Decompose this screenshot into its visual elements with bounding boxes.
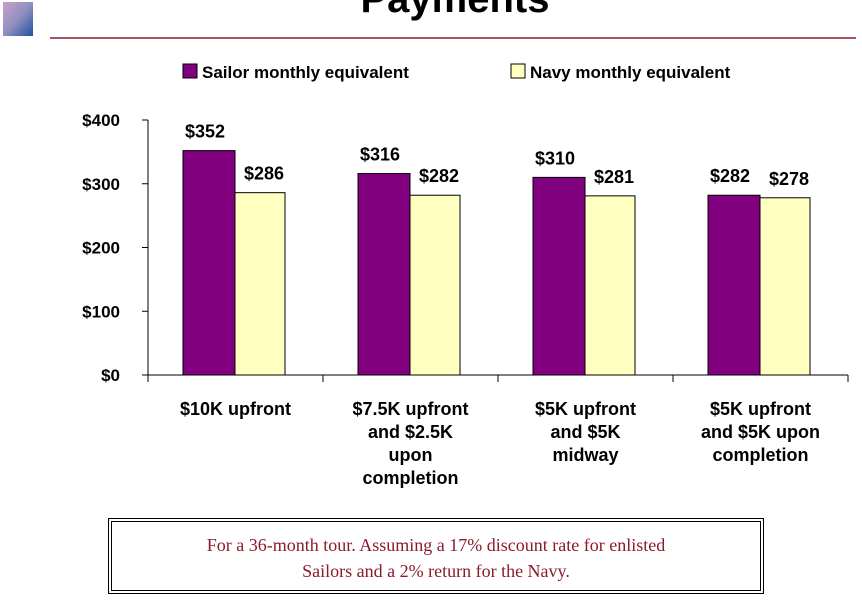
- bar: [584, 195, 636, 376]
- bar: [409, 194, 461, 376]
- chart-title: Payments: [361, 0, 550, 21]
- legend-swatch: [182, 63, 198, 79]
- value-label: $352: [185, 122, 225, 142]
- x-tick-label: $10K upfront: [179, 399, 291, 419]
- value-label: $316: [360, 145, 400, 165]
- bar: [707, 194, 761, 376]
- slide-icon: [3, 2, 33, 36]
- y-tick-label: $400: [82, 111, 120, 130]
- bar: [532, 176, 586, 376]
- value-label: $286: [244, 164, 284, 184]
- bar: [357, 173, 411, 376]
- y-tick-label: $100: [82, 302, 120, 321]
- value-label: $282: [710, 166, 750, 186]
- legend-label: Navy monthly equivalent: [530, 63, 731, 82]
- value-label: $281: [594, 167, 634, 187]
- value-label: $282: [419, 166, 459, 186]
- value-label: $310: [535, 148, 575, 168]
- bar: [182, 150, 236, 376]
- bar: [759, 197, 811, 376]
- x-tick-label: $5K upfront and $5K upon completion: [700, 399, 820, 465]
- legend-swatch: [510, 63, 526, 79]
- x-tick-label: $7.5K upfront and $2.5K upon completion: [352, 399, 469, 488]
- legend-label: Sailor monthly equivalent: [202, 63, 409, 82]
- y-tick-label: $300: [82, 175, 120, 194]
- y-tick-label: $0: [101, 366, 120, 385]
- value-label: $278: [769, 169, 809, 189]
- x-tick-label: $5K upfront and $5K midway: [535, 399, 636, 465]
- bar: [234, 192, 286, 376]
- footnote: For a 36-month tour. Assuming a 17% disc…: [108, 518, 764, 594]
- y-tick-label: $200: [82, 239, 120, 258]
